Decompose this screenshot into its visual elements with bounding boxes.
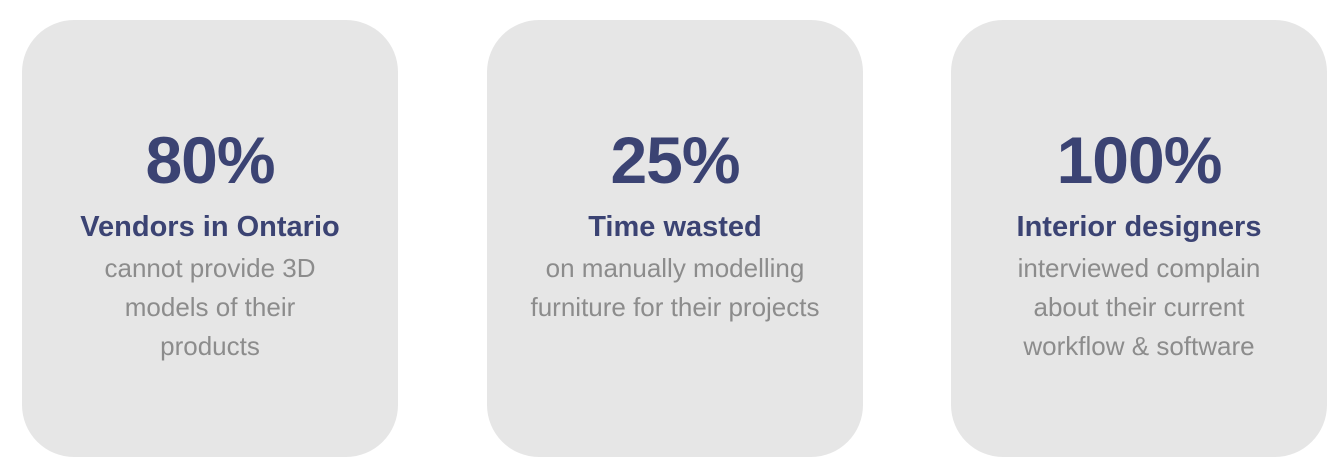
stat-headline: Vendors in Ontario bbox=[80, 211, 340, 243]
stat-value: 100% bbox=[1056, 123, 1223, 197]
stat-headline: Interior designers bbox=[1016, 211, 1262, 243]
stat-description: cannot provide 3D models of their produc… bbox=[104, 253, 316, 361]
stat-value: 25% bbox=[610, 123, 740, 197]
stat-description: interviewed complain about their current… bbox=[1017, 253, 1261, 361]
stat-description: on manually modelling furniture for thei… bbox=[530, 253, 820, 322]
stat-headline: Time wasted bbox=[588, 211, 762, 243]
stat-value: 80% bbox=[145, 123, 275, 197]
stat-card-time-wasted: 25% Time wasted on manually modelling fu… bbox=[487, 20, 863, 457]
stat-card-vendors: 80% Vendors in Ontario cannot provide 3D… bbox=[22, 20, 398, 457]
stat-card-interior-designers: 100% Interior designers interviewed comp… bbox=[951, 20, 1327, 457]
